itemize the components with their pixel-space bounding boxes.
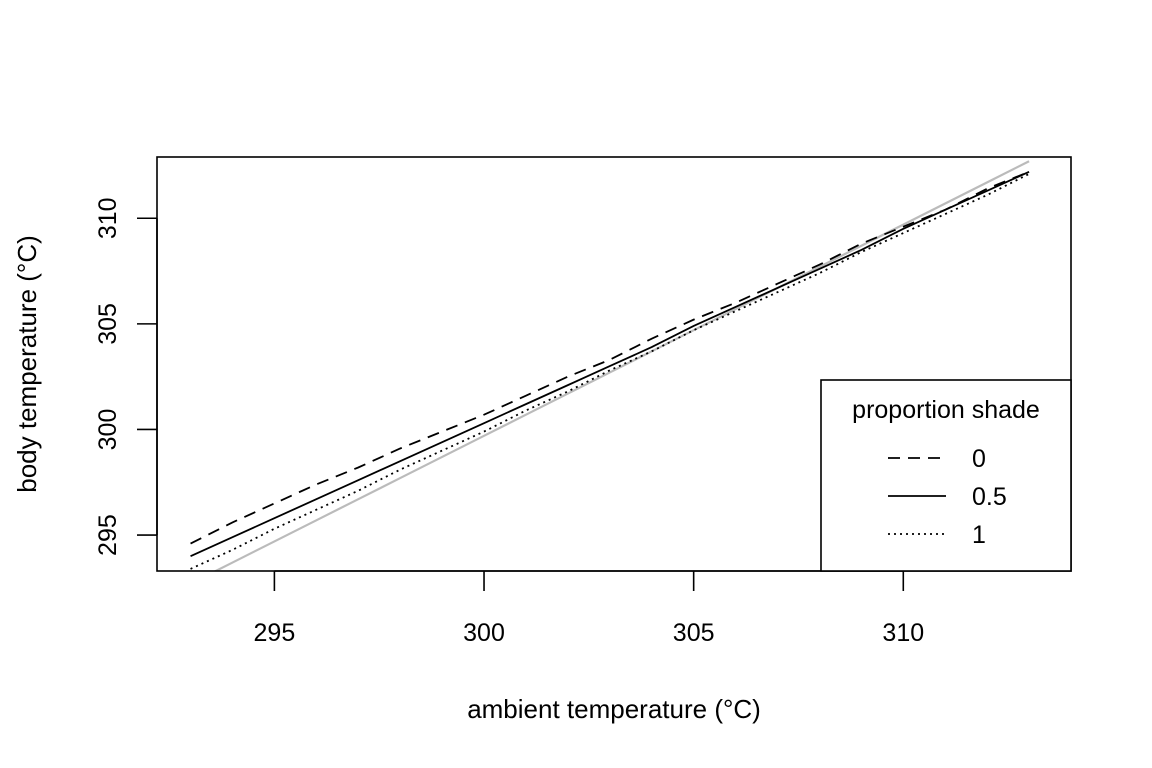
y-axis-title: body temperature (°C) [12, 235, 42, 493]
x-axis-title: ambient temperature (°C) [467, 694, 761, 724]
series-layer [190, 160, 1030, 571]
legend-label-1: 1 [972, 521, 986, 549]
series-line-0 [190, 170, 1030, 545]
legend-box [820, 379, 1072, 572]
x-tick-label-295: 295 [254, 619, 296, 647]
y-tick-label-295: 295 [94, 514, 122, 556]
x-tick-label-300: 300 [463, 619, 505, 647]
y-tick-label-300: 300 [94, 409, 122, 451]
legend-label-0: 0 [972, 445, 986, 473]
x-tick-label-310: 310 [882, 619, 924, 647]
y-tick-label-310: 310 [94, 197, 122, 239]
x-axis: 295 300 305 310 [254, 570, 924, 647]
legend-entries: 00.51 [888, 445, 1007, 549]
legend: proportion shade 00.51 [820, 379, 1072, 572]
legend-title: proportion shade [852, 396, 1040, 424]
y-tick-label-305: 305 [94, 303, 122, 345]
series-line-0.5 [190, 170, 1030, 558]
x-tick-label-305: 305 [673, 619, 715, 647]
legend-label-0.5: 0.5 [972, 483, 1007, 511]
y-axis: 295 300 305 310 [94, 197, 158, 556]
